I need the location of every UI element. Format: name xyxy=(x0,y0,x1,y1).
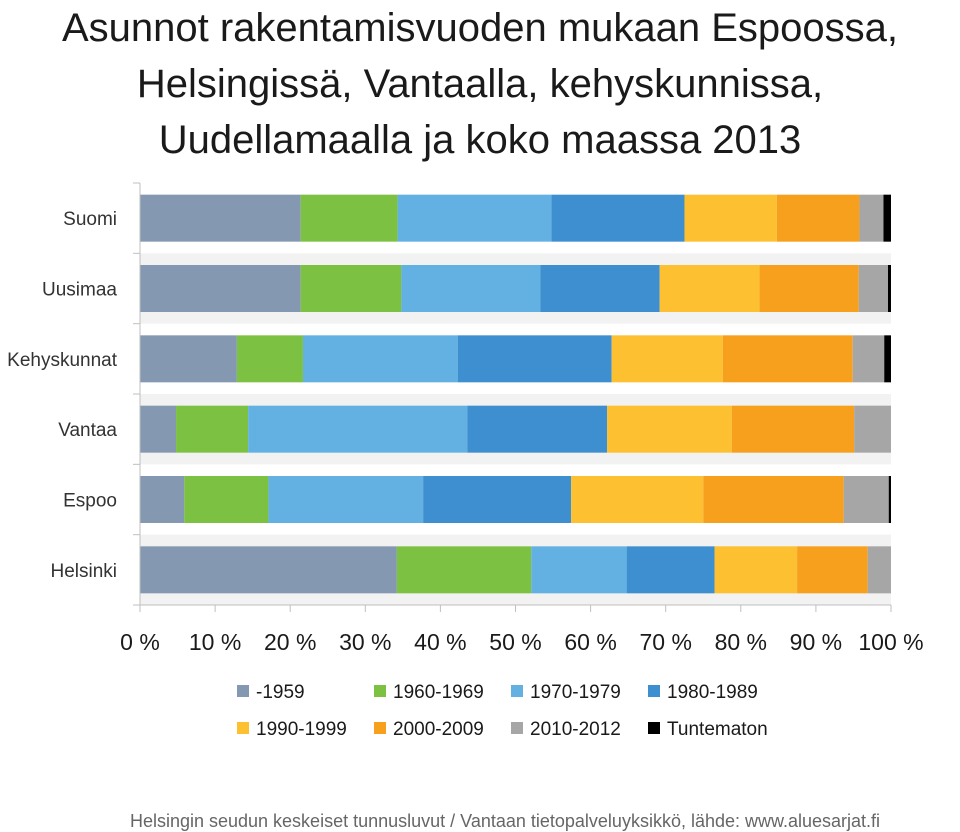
legend-swatch xyxy=(648,722,660,734)
y-tick-label: Suomi xyxy=(63,209,117,230)
legend-label: -1959 xyxy=(256,682,305,703)
bar-segment: Helsinki 2000-2009: 9.4 % xyxy=(797,546,868,594)
bar-segment: Vantaa 2010-2012: 4.9 % xyxy=(854,405,891,453)
y-tick-label: Espoo xyxy=(63,491,117,512)
bar-segment: Vantaa -1959: 4.8 % xyxy=(140,405,177,453)
bar-segment: Espoo 1990-1999: 17.6 % xyxy=(571,476,704,523)
legend-label: Tuntematon xyxy=(667,719,768,740)
bar-segment: Espoo -1959: 5.9 % xyxy=(140,476,185,523)
y-tick-label: Helsinki xyxy=(50,561,117,582)
bar-segment: Suomi 1980-1989: 17.7 % xyxy=(551,194,685,242)
bar-segment: Espoo 1960-1969: 11.2 % xyxy=(184,476,269,523)
legend-label: 1980-1989 xyxy=(667,682,758,703)
bar-segment: Helsinki 1960-1969: 17.9 % xyxy=(396,546,532,594)
legend-label: 2000-2009 xyxy=(393,719,484,740)
chart-title: Asunnot rakentamisvuoden mukaan Espoossa… xyxy=(61,6,899,162)
x-tick-label: 10 % xyxy=(189,629,241,655)
legend-swatch xyxy=(511,722,523,734)
bar-segment: Espoo 1970-1979: 20.6 % xyxy=(268,476,424,523)
bar-segment: Kehyskunnat -1959: 12.9 % xyxy=(140,335,237,383)
bar-segment: Suomi Tuntematon: 1 % xyxy=(883,194,891,242)
bar-segment: Suomi 2000-2009: 11 % xyxy=(776,194,860,242)
legend-item: Tuntematon xyxy=(648,719,768,740)
x-tick-label: 30 % xyxy=(339,629,391,655)
bar-segment: Uusimaa -1959: 21.4 % xyxy=(140,265,301,312)
bar-segment: Uusimaa 1970-1979: 18.5 % xyxy=(401,265,541,312)
x-tick-label: 0 % xyxy=(120,629,160,655)
bar-segment: Helsinki 1990-1999: 11 % xyxy=(714,546,798,594)
bar-segment: Vantaa 2000-2009: 16.3 % xyxy=(731,405,855,453)
bar-segment: Kehyskunnat 1980-1989: 20.5 % xyxy=(457,335,612,383)
bar-segment: Uusimaa 1980-1989: 15.9 % xyxy=(540,265,660,312)
bar-segment: Suomi 1970-1979: 20.5 % xyxy=(397,194,552,242)
legend-label: 2010-2012 xyxy=(530,719,621,740)
x-tick-label: 50 % xyxy=(489,629,541,655)
bar-segment: Espoo 2010-2012: 6 % xyxy=(843,476,889,523)
bar-segment: Helsinki 1970-1979: 12.7 % xyxy=(531,546,627,594)
x-tick-label: 90 % xyxy=(790,629,842,655)
bar-segment: Kehyskunnat Tuntematon: 0.9 % xyxy=(884,335,891,383)
bar-segment: Espoo 2000-2009: 18.7 % xyxy=(703,476,844,523)
bar-segment: Uusimaa 2010-2012: 3.9 % xyxy=(858,265,888,312)
bar-segment: Kehyskunnat 2000-2009: 17.3 % xyxy=(722,335,853,383)
x-tick-label: 40 % xyxy=(414,629,466,655)
bar-segment: Suomi 2010-2012: 3.2 % xyxy=(859,194,884,242)
bar-segment: Vantaa 1980-1989: 18.6 % xyxy=(467,405,608,453)
bar-segment: Espoo Tuntematon: 0.3 % xyxy=(888,476,891,523)
x-tick-label: 20 % xyxy=(264,629,316,655)
bar-segment: Vantaa 1960-1969: 9.6 % xyxy=(176,405,249,453)
bar-segment: Uusimaa 1990-1999: 13.3 % xyxy=(659,265,760,312)
legend-swatch xyxy=(511,685,523,697)
legend-item: 1990-1999 xyxy=(237,719,347,740)
legend-label: 1970-1979 xyxy=(530,682,621,703)
bar-segment: Vantaa 1990-1999: 16.6 % xyxy=(607,405,732,453)
footer-source: Helsingin seudun keskeiset tunnusluvut /… xyxy=(129,811,881,831)
y-tick-label: Vantaa xyxy=(58,420,117,441)
bar-segment: Helsinki 1980-1989: 11.7 % xyxy=(626,546,715,594)
legend-item: 2000-2009 xyxy=(374,719,484,740)
legend-swatch xyxy=(237,685,249,697)
x-tick-label: 60 % xyxy=(564,629,616,655)
bar-segment: Suomi 1990-1999: 12.3 % xyxy=(684,194,777,242)
bar-segment: Kehyskunnat 1960-1969: 8.8 % xyxy=(236,335,303,383)
bar-segment: Helsinki -1959: 34.2 % xyxy=(140,546,397,594)
legend-swatch xyxy=(648,685,660,697)
x-tick-label: 70 % xyxy=(639,629,691,655)
bar-segment: Helsinki 2010-2012: 3.1 % xyxy=(867,546,891,594)
legend-swatch xyxy=(374,685,386,697)
bar-segment: Suomi 1960-1969: 12.9 % xyxy=(300,194,398,242)
bar-segment: Uusimaa 1960-1969: 13.4 % xyxy=(300,265,402,312)
bar-segment: Espoo 1980-1989: 19.7 % xyxy=(423,476,572,523)
bar-segment: Kehyskunnat 1970-1979: 20.6 % xyxy=(302,335,458,383)
legend-swatch xyxy=(237,722,249,734)
bar-segment: Uusimaa Tuntematon: 0.4 % xyxy=(887,265,891,312)
legend-swatch xyxy=(374,722,386,734)
legend-item: 1980-1989 xyxy=(648,682,758,703)
legend-label: 1990-1999 xyxy=(256,719,347,740)
legend-item: -1959 xyxy=(237,682,305,703)
x-tick-label: 80 % xyxy=(715,629,767,655)
bar-segment: Suomi -1959: 21.4 % xyxy=(140,194,301,242)
bar-segment: Kehyskunnat 1990-1999: 14.8 % xyxy=(611,335,723,383)
bar-segment: Vantaa 1970-1979: 29.2 % xyxy=(248,405,468,453)
y-tick-label: Uusimaa xyxy=(42,280,117,301)
bar-segment: Kehyskunnat 2010-2012: 4.2 % xyxy=(852,335,885,383)
x-tick-label: 100 % xyxy=(858,629,923,655)
legend-item: 1960-1969 xyxy=(374,682,484,703)
legend-item: 2010-2012 xyxy=(511,719,621,740)
legend-label: 1960-1969 xyxy=(393,682,484,703)
bar-segment: Uusimaa 2000-2009: 13.2 % xyxy=(759,265,859,312)
legend-item: 1970-1979 xyxy=(511,682,621,703)
y-tick-label: Kehyskunnat xyxy=(7,350,118,371)
